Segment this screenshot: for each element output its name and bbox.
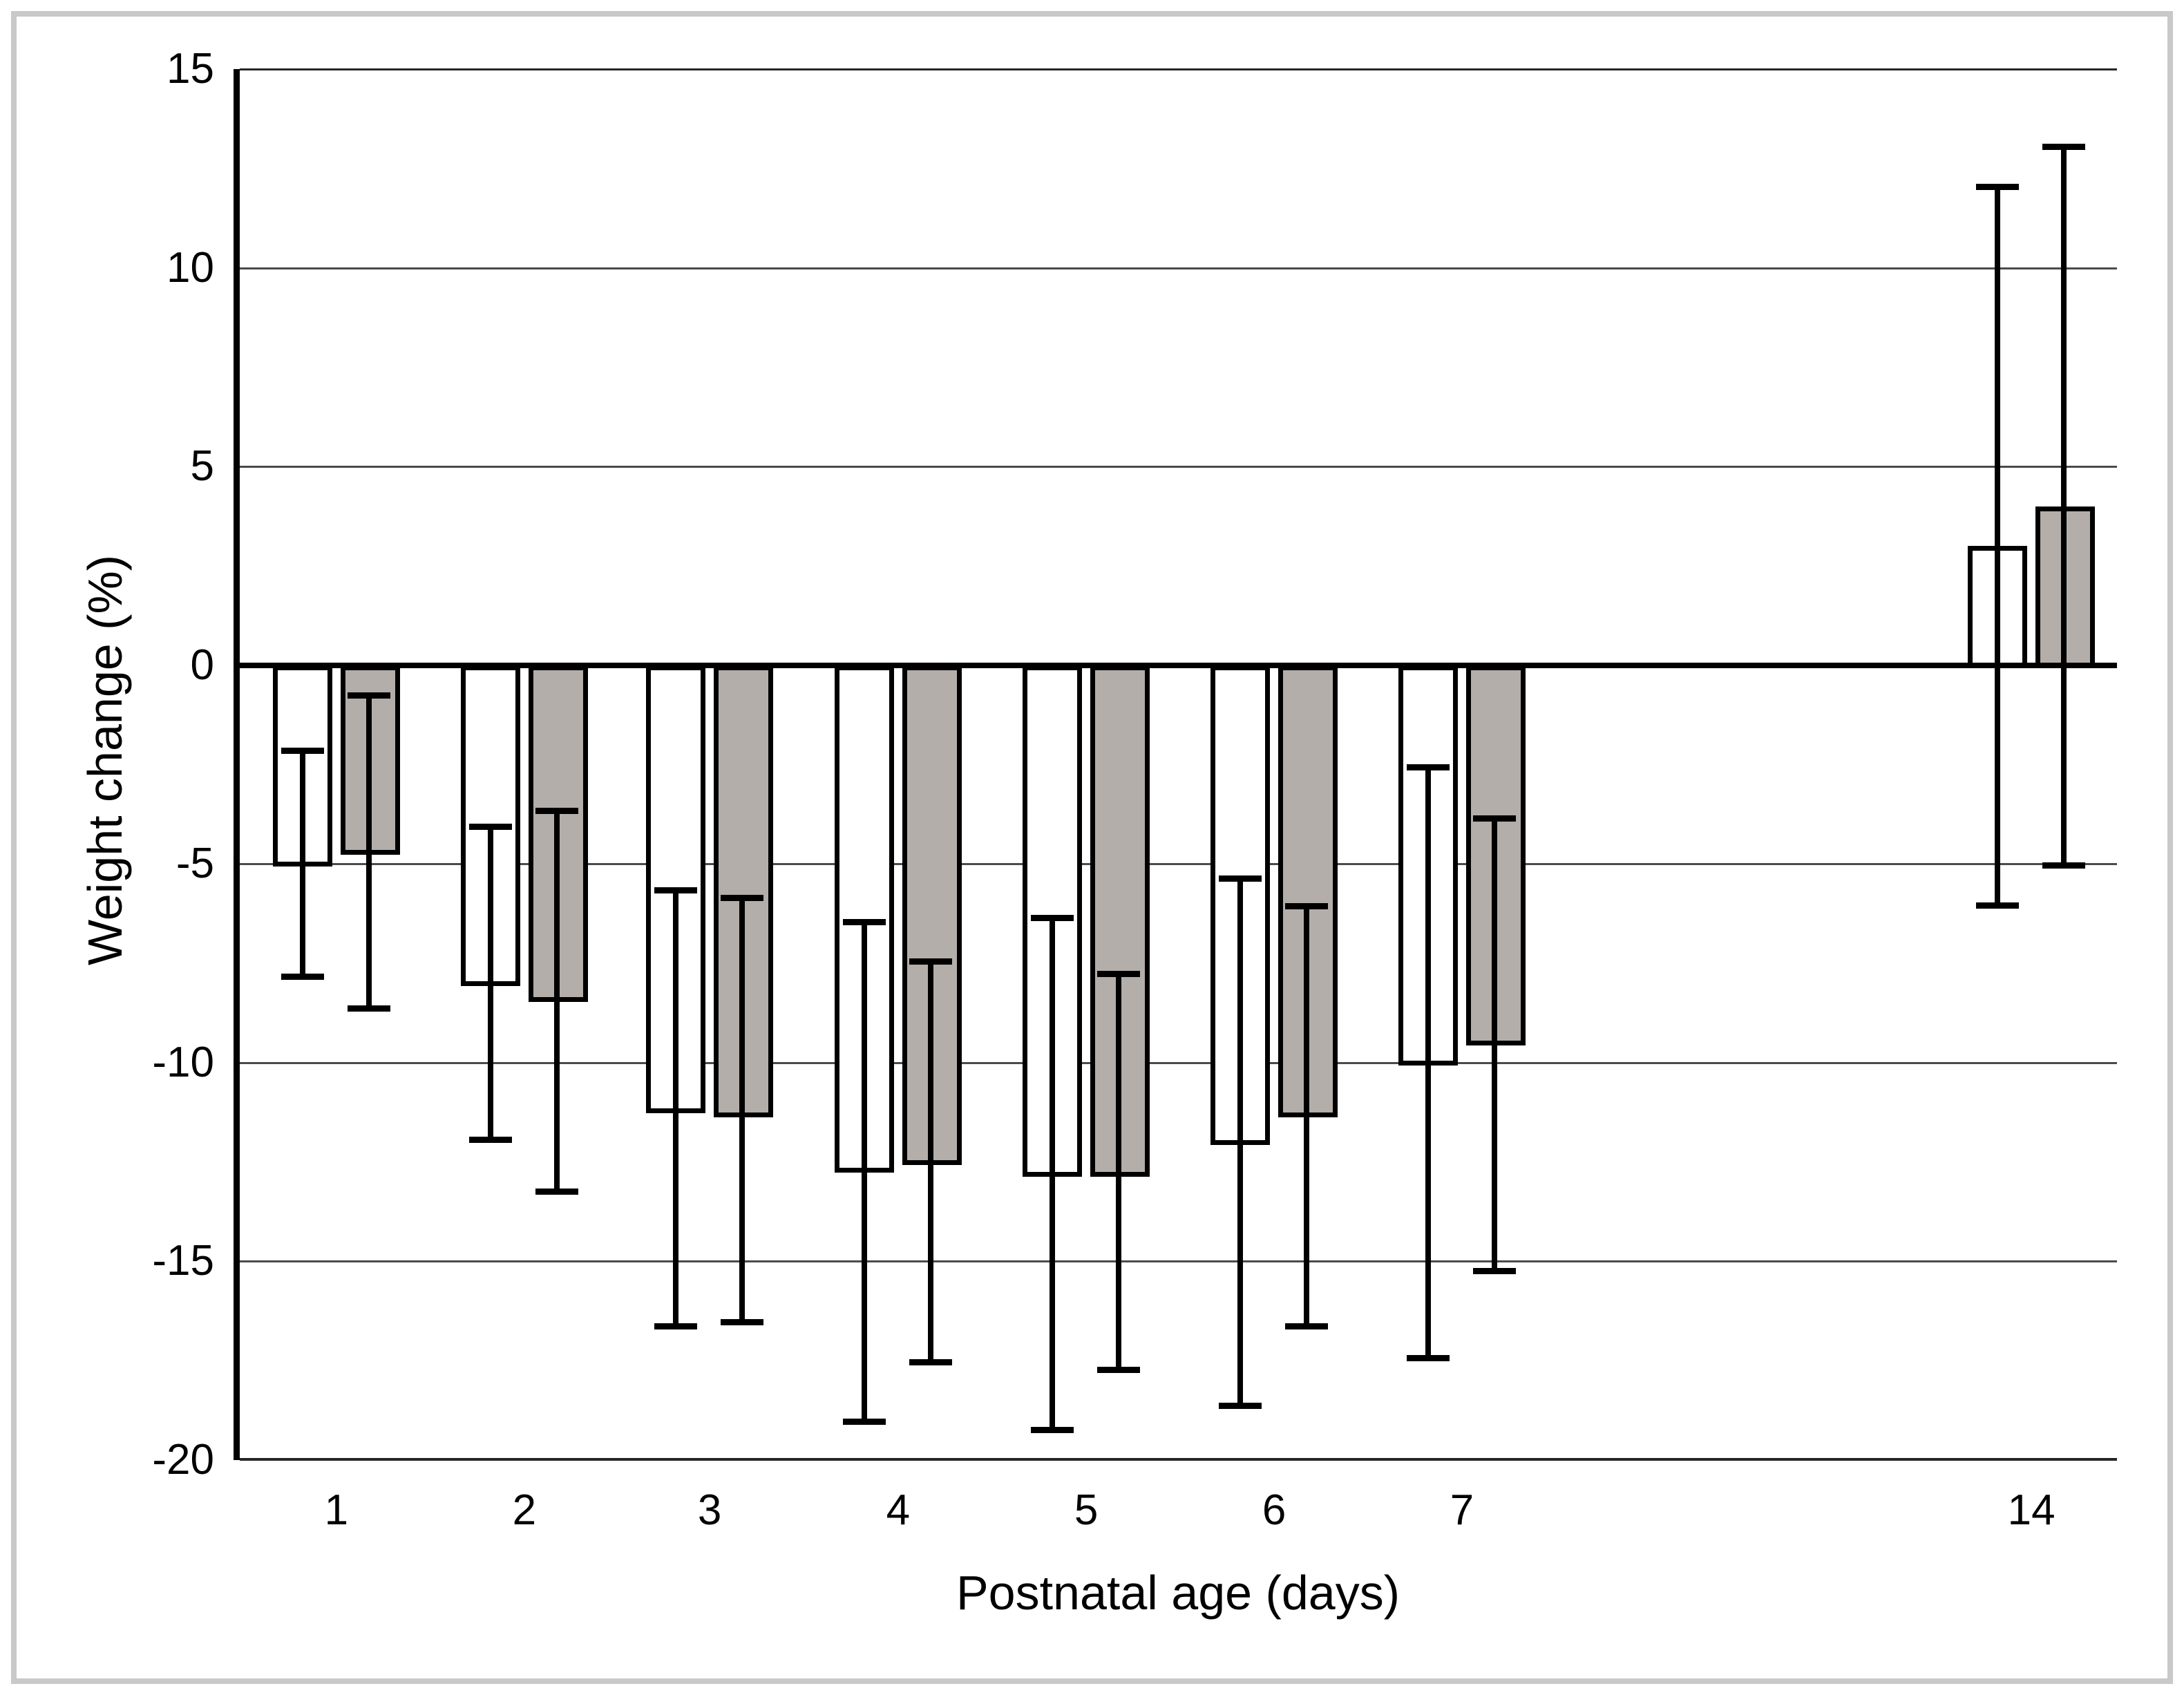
error-bar-cap-bottom-gray-bars-day-5 [1097, 1367, 1141, 1374]
plot-area [234, 68, 2117, 1461]
error-bar-line-open-bars-day-7 [1425, 764, 1432, 1361]
error-bar-line-open-bars-day-1 [299, 748, 305, 980]
error-bar-cap-top-gray-bars-day-2 [535, 807, 578, 814]
gridline-y-5 [240, 466, 2117, 468]
y-tick-label--10: -10 [152, 1038, 214, 1086]
y-axis-title: Weight change (%) [78, 554, 132, 966]
error-bar-line-gray-bars-day-14 [2061, 144, 2067, 869]
error-bar-cap-top-gray-bars-day-14 [2042, 144, 2086, 151]
x-tick-label-4: 4 [886, 1486, 911, 1534]
error-bar-cap-top-open-bars-day-2 [468, 823, 512, 830]
error-bar-cap-top-gray-bars-day-4 [909, 958, 952, 965]
error-bar-line-gray-bars-day-2 [553, 808, 560, 1194]
error-bar-cap-top-gray-bars-day-5 [1097, 970, 1141, 977]
y-tick-label-10: 10 [167, 243, 214, 292]
x-tick-label-3: 3 [697, 1486, 722, 1534]
error-bar-cap-top-open-bars-day-14 [1976, 183, 2020, 190]
error-bar-cap-bottom-open-bars-day-7 [1407, 1355, 1450, 1362]
error-bar-line-open-bars-day-14 [1995, 184, 2001, 908]
error-bar-cap-top-open-bars-day-6 [1219, 875, 1262, 882]
x-tick-label-14: 14 [2007, 1486, 2055, 1534]
x-tick-label-1: 1 [324, 1486, 349, 1534]
error-bar-cap-bottom-gray-bars-day-1 [347, 1005, 390, 1012]
error-bar-cap-bottom-gray-bars-day-14 [2042, 862, 2086, 869]
error-bar-cap-bottom-gray-bars-day-3 [721, 1319, 764, 1326]
error-bar-line-open-bars-day-2 [487, 824, 493, 1142]
error-bar-line-gray-bars-day-1 [365, 692, 372, 1012]
y-axis-line [234, 69, 240, 1460]
error-bar-line-gray-bars-day-3 [739, 896, 746, 1325]
y-tick-label-15: 15 [167, 45, 214, 93]
gridline-y--5 [240, 863, 2117, 866]
error-bar-cap-bottom-gray-bars-day-2 [535, 1188, 578, 1195]
error-bar-cap-bottom-open-bars-day-14 [1976, 902, 2020, 909]
x-tick-label-7: 7 [1450, 1486, 1474, 1534]
y-tick-label--15: -15 [152, 1237, 214, 1285]
error-bar-line-gray-bars-day-6 [1304, 903, 1310, 1329]
y-tick-label-5: 5 [190, 442, 214, 491]
error-bar-cap-top-gray-bars-day-7 [1473, 815, 1517, 822]
error-bar-cap-top-open-bars-day-7 [1407, 764, 1450, 770]
plot-bottom-border [240, 1458, 2117, 1461]
error-bar-line-gray-bars-day-5 [1116, 971, 1122, 1373]
error-bar-cap-top-open-bars-day-4 [842, 918, 886, 925]
error-bar-cap-top-gray-bars-day-3 [721, 895, 764, 902]
gridline-y-10 [240, 267, 2117, 269]
error-bar-cap-bottom-open-bars-day-6 [1219, 1403, 1262, 1410]
gridline-y--10 [240, 1061, 2117, 1064]
error-bar-cap-top-open-bars-day-1 [281, 748, 324, 755]
error-bar-cap-bottom-gray-bars-day-6 [1285, 1323, 1329, 1330]
error-bar-line-open-bars-day-6 [1237, 875, 1244, 1409]
error-bar-line-gray-bars-day-7 [1492, 816, 1498, 1273]
error-bar-line-open-bars-day-3 [673, 887, 679, 1329]
gridline-y--15 [240, 1260, 2117, 1263]
zero-baseline [240, 662, 2117, 668]
error-bar-cap-top-open-bars-day-3 [654, 887, 698, 893]
error-bar-cap-top-gray-bars-day-6 [1285, 902, 1329, 909]
error-bar-cap-top-gray-bars-day-1 [347, 692, 390, 699]
error-bar-cap-bottom-open-bars-day-3 [654, 1323, 698, 1330]
error-bar-cap-bottom-open-bars-day-5 [1031, 1426, 1074, 1433]
x-tick-label-2: 2 [512, 1486, 537, 1534]
error-bar-cap-bottom-open-bars-day-2 [468, 1136, 512, 1143]
y-tick-label--20: -20 [152, 1436, 214, 1484]
y-tick-label-0: 0 [190, 641, 214, 689]
x-axis-title: Postnatal age (days) [956, 1566, 1400, 1620]
error-bar-line-open-bars-day-5 [1050, 916, 1056, 1432]
error-bar-cap-bottom-gray-bars-day-7 [1473, 1267, 1517, 1274]
error-bar-line-open-bars-day-4 [861, 919, 867, 1425]
x-tick-label-5: 5 [1074, 1486, 1099, 1534]
error-bar-line-gray-bars-day-4 [927, 959, 933, 1365]
plot-top-border [240, 68, 2117, 70]
error-bar-cap-bottom-open-bars-day-1 [281, 974, 324, 981]
error-bar-cap-top-open-bars-day-5 [1031, 915, 1074, 922]
error-bar-cap-bottom-open-bars-day-4 [842, 1419, 886, 1426]
error-bar-cap-bottom-gray-bars-day-4 [909, 1358, 952, 1365]
x-tick-label-6: 6 [1262, 1486, 1286, 1534]
y-tick-label--5: -5 [175, 840, 214, 888]
